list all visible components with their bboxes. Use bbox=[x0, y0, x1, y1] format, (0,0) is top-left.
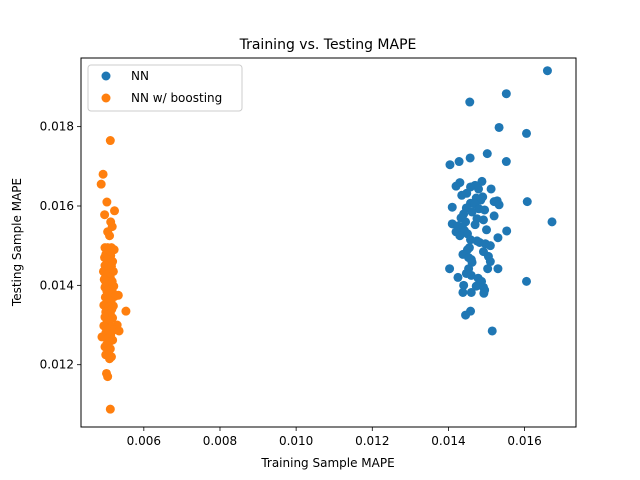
point-nn-18 bbox=[457, 190, 467, 200]
legend-box bbox=[87, 64, 243, 112]
point-nn-5 bbox=[482, 149, 492, 159]
point-nn-boosting-52 bbox=[121, 306, 131, 316]
point-nn-67 bbox=[483, 264, 493, 274]
legend-marker-nn-boosting bbox=[101, 93, 111, 103]
x-tick-label-2: 0.010 bbox=[279, 434, 313, 448]
point-nn-boosting-2 bbox=[96, 179, 106, 189]
point-nn-4 bbox=[522, 128, 531, 138]
point-nn-50 bbox=[493, 233, 503, 243]
point-nn-84 bbox=[487, 326, 497, 336]
point-nn-74 bbox=[522, 276, 531, 286]
point-nn-boosting-78 bbox=[105, 354, 115, 364]
point-nn-32 bbox=[467, 207, 477, 217]
point-nn-boosting-80 bbox=[103, 372, 113, 382]
x-axis-title: Training Sample MAPE bbox=[260, 456, 394, 470]
legend-label-nn: NN bbox=[131, 69, 149, 83]
point-nn-24 bbox=[522, 197, 532, 207]
point-nn-9 bbox=[445, 160, 455, 170]
point-nn-boosting-0 bbox=[105, 136, 115, 146]
point-nn-boosting-4 bbox=[110, 206, 120, 216]
point-nn-65 bbox=[445, 264, 455, 274]
point-nn-8 bbox=[501, 157, 511, 167]
y-tick-label-2: 0.016 bbox=[40, 199, 74, 213]
point-nn-13 bbox=[451, 181, 461, 191]
point-nn-70 bbox=[466, 270, 476, 280]
point-nn-34 bbox=[489, 211, 499, 221]
point-nn-79 bbox=[458, 287, 468, 297]
x-tick-label-5: 0.016 bbox=[507, 434, 541, 448]
point-nn-boosting-81 bbox=[105, 404, 115, 414]
point-nn-80 bbox=[466, 287, 476, 297]
point-nn-2 bbox=[465, 97, 475, 107]
point-nn-27 bbox=[494, 200, 504, 210]
y-axis-title: Testing Sample MAPE bbox=[10, 178, 24, 307]
legend-label-nn-boosting: NN w/ boosting bbox=[131, 91, 222, 105]
point-nn-41 bbox=[470, 220, 480, 230]
x-tick-label-1: 0.008 bbox=[203, 434, 237, 448]
point-nn-boosting-1 bbox=[98, 169, 108, 179]
x-axis: 0.006 0.008 0.010 0.012 0.014 0.016 bbox=[127, 427, 542, 448]
point-nn-1 bbox=[501, 89, 511, 99]
point-nn-75 bbox=[459, 280, 469, 290]
point-nn-boosting-3 bbox=[102, 197, 112, 207]
y-axis: 0.012 0.014 0.016 0.018 bbox=[40, 120, 81, 372]
point-nn-7 bbox=[454, 157, 464, 167]
point-nn-68 bbox=[493, 264, 503, 274]
point-nn-boosting-65 bbox=[114, 326, 124, 336]
point-nn-31 bbox=[480, 205, 490, 215]
point-nn-83 bbox=[461, 310, 471, 320]
x-tick-label-0: 0.006 bbox=[127, 434, 161, 448]
point-nn-76 bbox=[471, 281, 481, 291]
point-nn-28 bbox=[447, 202, 457, 212]
legend-marker-nn bbox=[101, 71, 111, 81]
point-nn-81 bbox=[479, 288, 489, 298]
point-nn-boosting-5 bbox=[100, 210, 110, 220]
point-nn-39 bbox=[547, 217, 557, 227]
y-tick-label-3: 0.018 bbox=[40, 120, 74, 134]
point-nn-44 bbox=[482, 225, 492, 235]
point-nn-46 bbox=[502, 226, 512, 236]
point-nn-55 bbox=[485, 241, 495, 251]
x-tick-label-4: 0.014 bbox=[431, 434, 465, 448]
x-tick-label-3: 0.012 bbox=[355, 434, 389, 448]
point-nn-16 bbox=[486, 184, 496, 194]
chart-title: Training vs. Testing MAPE bbox=[239, 37, 417, 53]
point-nn-37 bbox=[478, 215, 488, 225]
y-tick-label-1: 0.014 bbox=[40, 278, 74, 292]
plot-frame bbox=[80, 57, 577, 428]
point-nn-63 bbox=[485, 257, 495, 267]
point-nn-boosting-9 bbox=[105, 231, 115, 241]
legend: NN NN w/ boosting bbox=[87, 64, 243, 112]
point-nn-3 bbox=[494, 122, 504, 132]
point-nn-71 bbox=[453, 272, 463, 282]
plot-points bbox=[96, 66, 557, 414]
point-nn-15 bbox=[474, 184, 484, 194]
point-nn-10 bbox=[477, 176, 487, 186]
point-nn-0 bbox=[542, 66, 552, 76]
y-tick-label-0: 0.012 bbox=[40, 358, 74, 372]
point-nn-49 bbox=[455, 231, 465, 241]
point-nn-6 bbox=[465, 153, 475, 163]
